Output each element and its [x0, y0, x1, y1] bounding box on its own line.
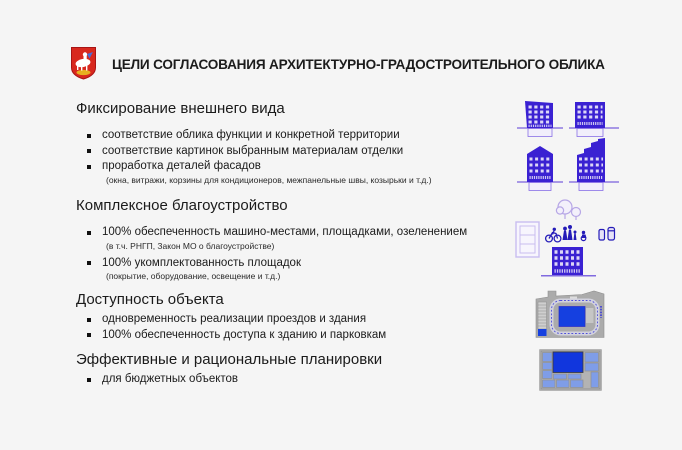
list-item: для бюджетных объектов	[76, 372, 516, 388]
list-item: 100% обеспеченность машино-местами, площ…	[76, 225, 516, 252]
bullet-note: (в т.ч. РНГП, Закон МО о благоустройстве…	[106, 240, 275, 251]
bullet-text: одновременность реализации проездов и зд…	[102, 313, 367, 325]
bullet-list: для бюджетных объектов	[76, 372, 516, 388]
section-heading: Эффективные и рациональные планировки	[76, 351, 383, 368]
waste-bins-icon	[598, 226, 616, 241]
pedestrians-icon	[562, 225, 587, 242]
bullet-list: 100% обеспеченность машино-местами, площ…	[76, 225, 516, 282]
bullet-text: 100% обеспеченность машино-местами, площ…	[102, 226, 468, 238]
list-item: соответствие картинок выбранным материал…	[76, 144, 516, 160]
bullet-text: 100% обеспеченность доступа к зданию и п…	[102, 328, 387, 341]
building-footprint	[558, 306, 586, 327]
bullet-text: для бюджетных объектов	[102, 373, 239, 385]
bullet-list: одновременность реализации проездов и зд…	[76, 312, 516, 343]
building-facade-variants-icon	[517, 101, 619, 191]
section-heading: Комплексное благоустройство	[76, 197, 288, 214]
list-item: проработка деталей фасадов (окна, витраж…	[76, 159, 516, 186]
bullet-text: проработка деталей фасадов	[102, 160, 261, 172]
bullet-square-icon	[87, 317, 91, 322]
section-fixation-appearance: Фиксирование внешнего вида соответствие …	[76, 100, 516, 189]
trees-icon	[555, 199, 582, 220]
parking-strip	[537, 301, 547, 336]
list-item: соответствие облика функции и конкретной…	[76, 128, 516, 144]
page-title: ЦЕЛИ СОГЛАСОВАНИЯ АРХИТЕКТУРНО-ГРАДОСТРО…	[112, 56, 605, 72]
section-landscaping: Комплексное благоустройство 100% обеспеч…	[76, 197, 516, 285]
section-heading: Фиксирование внешнего вида	[76, 100, 285, 117]
bullet-square-icon	[87, 164, 91, 169]
list-item: 100% обеспеченность доступа к зданию и п…	[76, 328, 516, 344]
bullet-square-icon	[87, 149, 91, 153]
facade-panel-icon	[515, 221, 540, 258]
main-hall	[552, 351, 584, 373]
section-accessibility: Доступность объекта одновременность реал…	[76, 291, 516, 343]
cyclist-icon	[544, 230, 562, 243]
section-efficient-layouts: Эффективные и рациональные планировки дл…	[76, 351, 516, 388]
bullet-square-icon	[87, 230, 91, 235]
section-heading: Доступность объекта	[76, 291, 224, 308]
bullet-text: 100% укомплектованность площадок	[102, 256, 301, 269]
site-plan-icon	[535, 290, 605, 338]
bullet-note: (окна, витражи, корзины для кондиционеро…	[106, 174, 432, 185]
cyclist-head	[552, 227, 556, 231]
bullet-text: соответствие облика функции и конкретной…	[102, 129, 400, 141]
bullet-note: (покрытие, оборудование, освещение и т.д…	[106, 271, 281, 281]
bullet-square-icon	[87, 333, 91, 337]
bullet-square-icon	[87, 133, 91, 138]
list-item: одновременность реализации проездов и зд…	[76, 312, 516, 328]
building-facade-icon	[541, 247, 596, 277]
list-item: 100% укомплектованность площадок (покрыт…	[76, 256, 516, 283]
courtyard-amenities-icon	[515, 199, 616, 277]
moscow-oblast-coat-of-arms-icon	[71, 47, 96, 80]
bullet-square-icon	[87, 377, 91, 382]
floor-plan-icon	[539, 349, 602, 391]
bullet-list: соответствие облика функции и конкретной…	[76, 128, 516, 186]
bullet-text: соответствие картинок выбранным материал…	[102, 144, 404, 157]
bullet-square-icon	[87, 261, 91, 265]
